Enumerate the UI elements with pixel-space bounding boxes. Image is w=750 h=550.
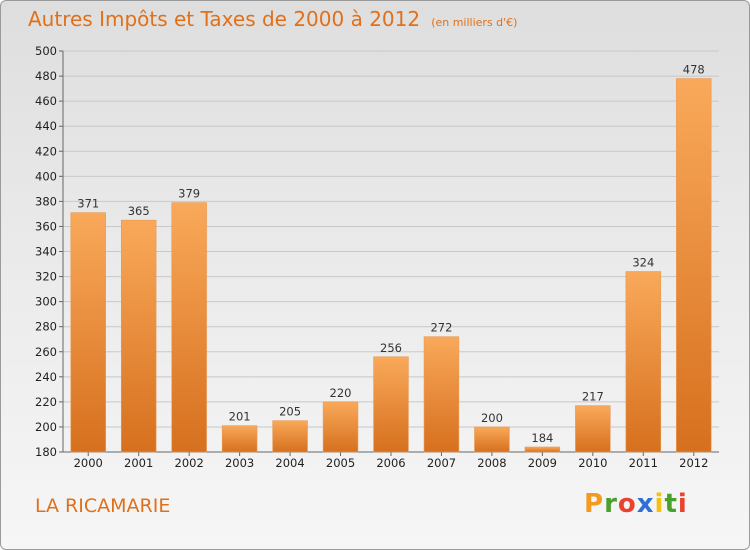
bar-2008: [474, 426, 510, 453]
place-name: LA RICAMARIE: [35, 495, 171, 517]
y-tick-label: 440: [35, 119, 57, 133]
x-tick-label-2010: 2010: [578, 456, 607, 470]
bar-2002: [171, 202, 207, 453]
logo-letter: r: [604, 489, 618, 519]
bar-2003: [221, 425, 258, 453]
bars: 371 365 379 201 205 220 256 272 200 184 217 324 478: [70, 63, 712, 453]
y-tick-label: 320: [35, 270, 57, 284]
y-tick-label: 200: [35, 420, 57, 434]
chart-subtitle: (en milliers d'€): [431, 16, 518, 29]
value-label-2006: 256: [380, 341, 402, 355]
value-label-2003: 201: [229, 410, 251, 424]
bar-2006: [373, 356, 409, 453]
logo-letter: P: [584, 489, 605, 519]
y-tick-label: 480: [35, 69, 57, 83]
x-tick-label-2000: 2000: [74, 456, 103, 470]
bar-2005: [322, 401, 359, 453]
x-tick-label-2011: 2011: [629, 456, 658, 470]
value-label-2001: 365: [128, 204, 150, 218]
value-label-2002: 379: [178, 187, 200, 201]
logo-letter: x: [636, 489, 655, 519]
x-tick-label-2007: 2007: [427, 456, 456, 470]
bar-2001: [120, 219, 157, 453]
value-label-2010: 217: [582, 390, 604, 404]
y-tick-label: 360: [35, 219, 57, 233]
chart-title: Autres Impôts et Taxes de 2000 à 2012: [28, 7, 421, 31]
x-tick-label-2005: 2005: [326, 456, 355, 470]
y-tick-label: 240: [35, 370, 57, 384]
x-tick-label-2012: 2012: [679, 456, 708, 470]
logo-letter: i: [654, 489, 665, 519]
x-tick-label-2003: 2003: [225, 456, 254, 470]
bar-2011: [625, 271, 662, 453]
y-tick-label: 220: [35, 395, 57, 409]
logo-letter: i: [677, 489, 688, 519]
x-tick-label-2001: 2001: [124, 456, 153, 470]
bar-2004: [272, 420, 308, 453]
value-label-2012: 478: [683, 63, 705, 77]
x-tick-label-2009: 2009: [528, 456, 557, 470]
logo-letter: t: [664, 489, 678, 519]
bar-2007: [423, 336, 460, 453]
y-tick-label: 500: [35, 44, 57, 58]
bar-2000: [70, 212, 106, 453]
y-tick-label: 460: [35, 94, 57, 108]
title-row: Autres Impôts et Taxes de 2000 à 2012 (e…: [28, 7, 517, 31]
value-label-2008: 200: [481, 411, 503, 425]
y-tick-label: 180: [35, 445, 57, 459]
y-tick-label: 260: [35, 345, 57, 359]
value-label-2007: 272: [430, 321, 452, 335]
value-label-2000: 371: [77, 197, 99, 211]
y-tick-label: 280: [35, 320, 57, 334]
x-tick-label-2006: 2006: [376, 456, 405, 470]
x-tick-label-2002: 2002: [175, 456, 204, 470]
x-tick-label-2008: 2008: [477, 456, 506, 470]
y-tick-label: 400: [35, 169, 57, 183]
x-tick-label-2004: 2004: [275, 456, 304, 470]
value-label-2009: 184: [531, 431, 553, 445]
bar-2012: [676, 78, 712, 453]
value-label-2005: 220: [330, 386, 352, 400]
bar-2010: [575, 405, 611, 453]
y-tick-label: 380: [35, 194, 57, 208]
y-tick-label: 340: [35, 245, 57, 259]
value-label-2011: 324: [632, 256, 654, 270]
bar-2009: [524, 446, 561, 453]
logo-letter: o: [617, 489, 637, 519]
y-tick-label: 300: [35, 295, 57, 309]
proxiti-logo: Proxiti: [584, 489, 688, 519]
value-label-2004: 205: [279, 405, 301, 419]
y-tick-label: 420: [35, 144, 57, 158]
